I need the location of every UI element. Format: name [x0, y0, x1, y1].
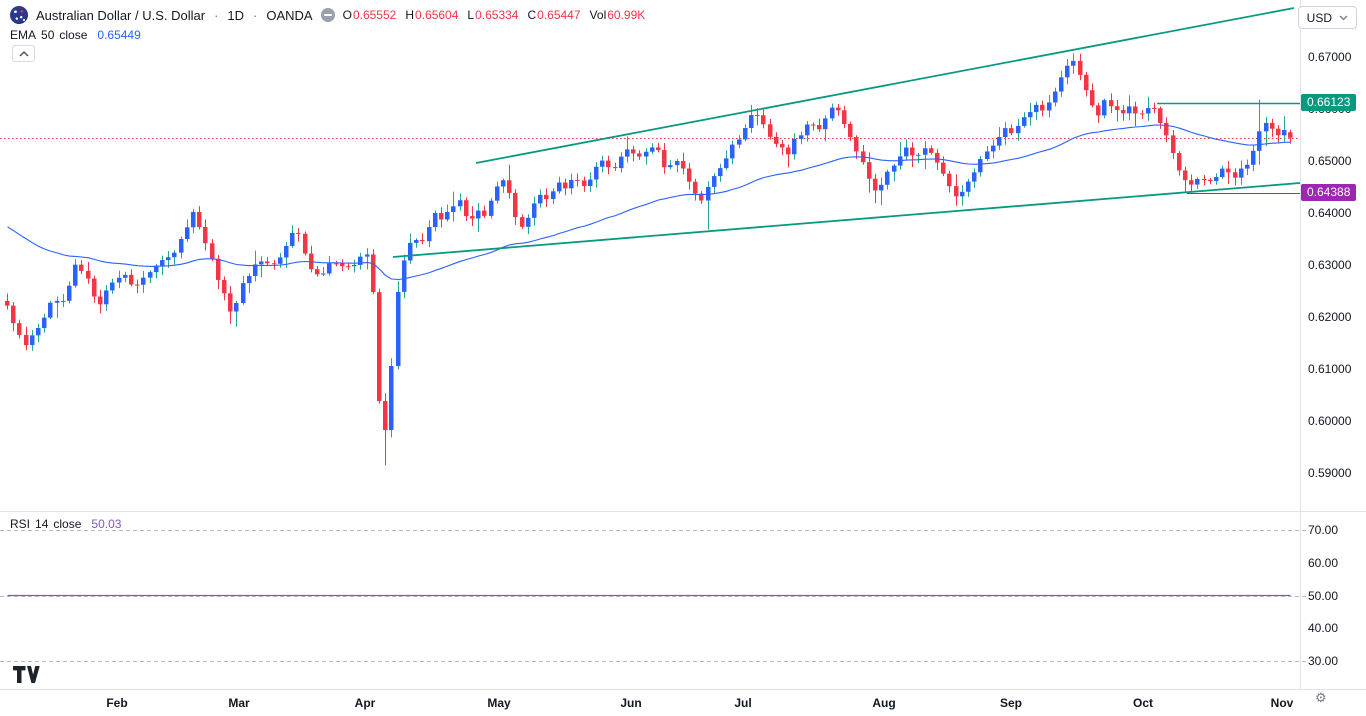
ema-value: 0.65449 — [97, 28, 141, 42]
close-label: C — [527, 8, 537, 22]
month-label-mar: Mar — [228, 696, 250, 710]
chevron-up-icon — [18, 50, 29, 57]
currency-label: USD — [1306, 10, 1332, 25]
price-tick-label: 0.61000 — [1308, 362, 1352, 376]
ema-line[interactable] — [7, 124, 1291, 281]
ema-indicator-legend[interactable]: EMA 50 close 0.65449 — [10, 28, 141, 42]
high-label: H — [405, 8, 415, 22]
close-value: 0.65447 — [537, 8, 581, 22]
month-label-jul: Jul — [734, 696, 752, 710]
symbol-title: Australian Dollar / U.S. Dollar — [36, 7, 206, 23]
rsi-tick-label: 50.00 — [1308, 588, 1339, 603]
price-level-label[interactable]: 0.64388 — [1301, 183, 1357, 201]
high-value: 0.65604 — [415, 8, 459, 22]
low-label: L — [467, 8, 475, 22]
price-axis[interactable]: 0.670000.660000.650000.640000.630000.620… — [1300, 0, 1366, 690]
legend-separator: · — [253, 7, 258, 23]
currency-selector[interactable]: USD — [1297, 6, 1357, 29]
volume-value: 60.99K — [607, 8, 646, 22]
month-label-aug: Aug — [872, 696, 896, 710]
rsi-name: RSI — [10, 517, 31, 531]
trendline[interactable] — [475, 7, 1295, 164]
open-value: 0.65552 — [352, 8, 397, 22]
settings-gear-icon[interactable]: ⚙ — [1315, 690, 1327, 705]
legend-separator: · — [214, 7, 219, 23]
rsi-value: 50.03 — [91, 517, 122, 531]
rsi-params: 14 — [35, 517, 49, 531]
time-axis[interactable]: Feb Mar Apr May Jun Jul Aug Sep Oct Nov — [0, 690, 1366, 716]
exchange-label: OANDA — [266, 7, 313, 23]
month-label-jun: Jun — [620, 696, 642, 710]
price-level-label[interactable]: 0.66123 — [1301, 93, 1357, 111]
market-status-icon — [320, 8, 335, 22]
month-label-oct: Oct — [1132, 696, 1154, 710]
rsi-indicator-legend[interactable]: RSI 14 close 50.03 — [10, 517, 121, 531]
low-value: 0.65334 — [475, 8, 519, 22]
ema-source: close — [59, 28, 88, 42]
price-tick-label: 0.64000 — [1308, 206, 1352, 220]
rsi-source: close — [53, 517, 82, 531]
rsi-tick-label: 40.00 — [1308, 621, 1339, 636]
symbol-flag-icon — [10, 6, 28, 24]
price-tick-label: 0.67000 — [1308, 50, 1352, 64]
rsi-tick-label: 60.00 — [1308, 555, 1339, 570]
month-label-apr: Apr — [354, 696, 376, 710]
ema-name: EMA — [10, 28, 37, 42]
volume-label: Vol — [589, 8, 607, 22]
tradingview-logo[interactable] — [13, 666, 40, 684]
month-label-may: May — [487, 696, 511, 710]
price-pane[interactable] — [0, 7, 1300, 466]
price-tick-label: 0.59000 — [1308, 466, 1352, 480]
timeframe-label: 1D — [227, 7, 245, 23]
price-tick-label: 0.62000 — [1308, 310, 1352, 324]
price-tick-label: 0.60000 — [1308, 414, 1352, 428]
price-tick-label: 0.63000 — [1308, 258, 1352, 272]
rsi-tick-label: 30.00 — [1308, 654, 1339, 668]
ema-params: 50 — [41, 28, 55, 42]
month-label-sep: Sep — [999, 696, 1023, 710]
ohlc-values: O 0.65552 H 0.65604 L 0.65334 C 0.65447 Vol 6… — [343, 8, 646, 22]
month-label-feb: Feb — [106, 696, 128, 710]
price-tick-label: 0.65000 — [1308, 154, 1352, 168]
open-label: O — [342, 8, 352, 22]
legend-collapse-button[interactable] — [12, 45, 35, 62]
symbol-legend[interactable]: Australian Dollar / U.S. Dollar · 1D · O… — [10, 6, 645, 24]
trendline[interactable] — [392, 182, 1300, 258]
chevron-down-icon — [1339, 15, 1348, 20]
candles-series — [5, 53, 1293, 466]
month-label-nov: Nov — [1270, 696, 1294, 710]
rsi-tick-label: 70.00 — [1308, 523, 1339, 537]
